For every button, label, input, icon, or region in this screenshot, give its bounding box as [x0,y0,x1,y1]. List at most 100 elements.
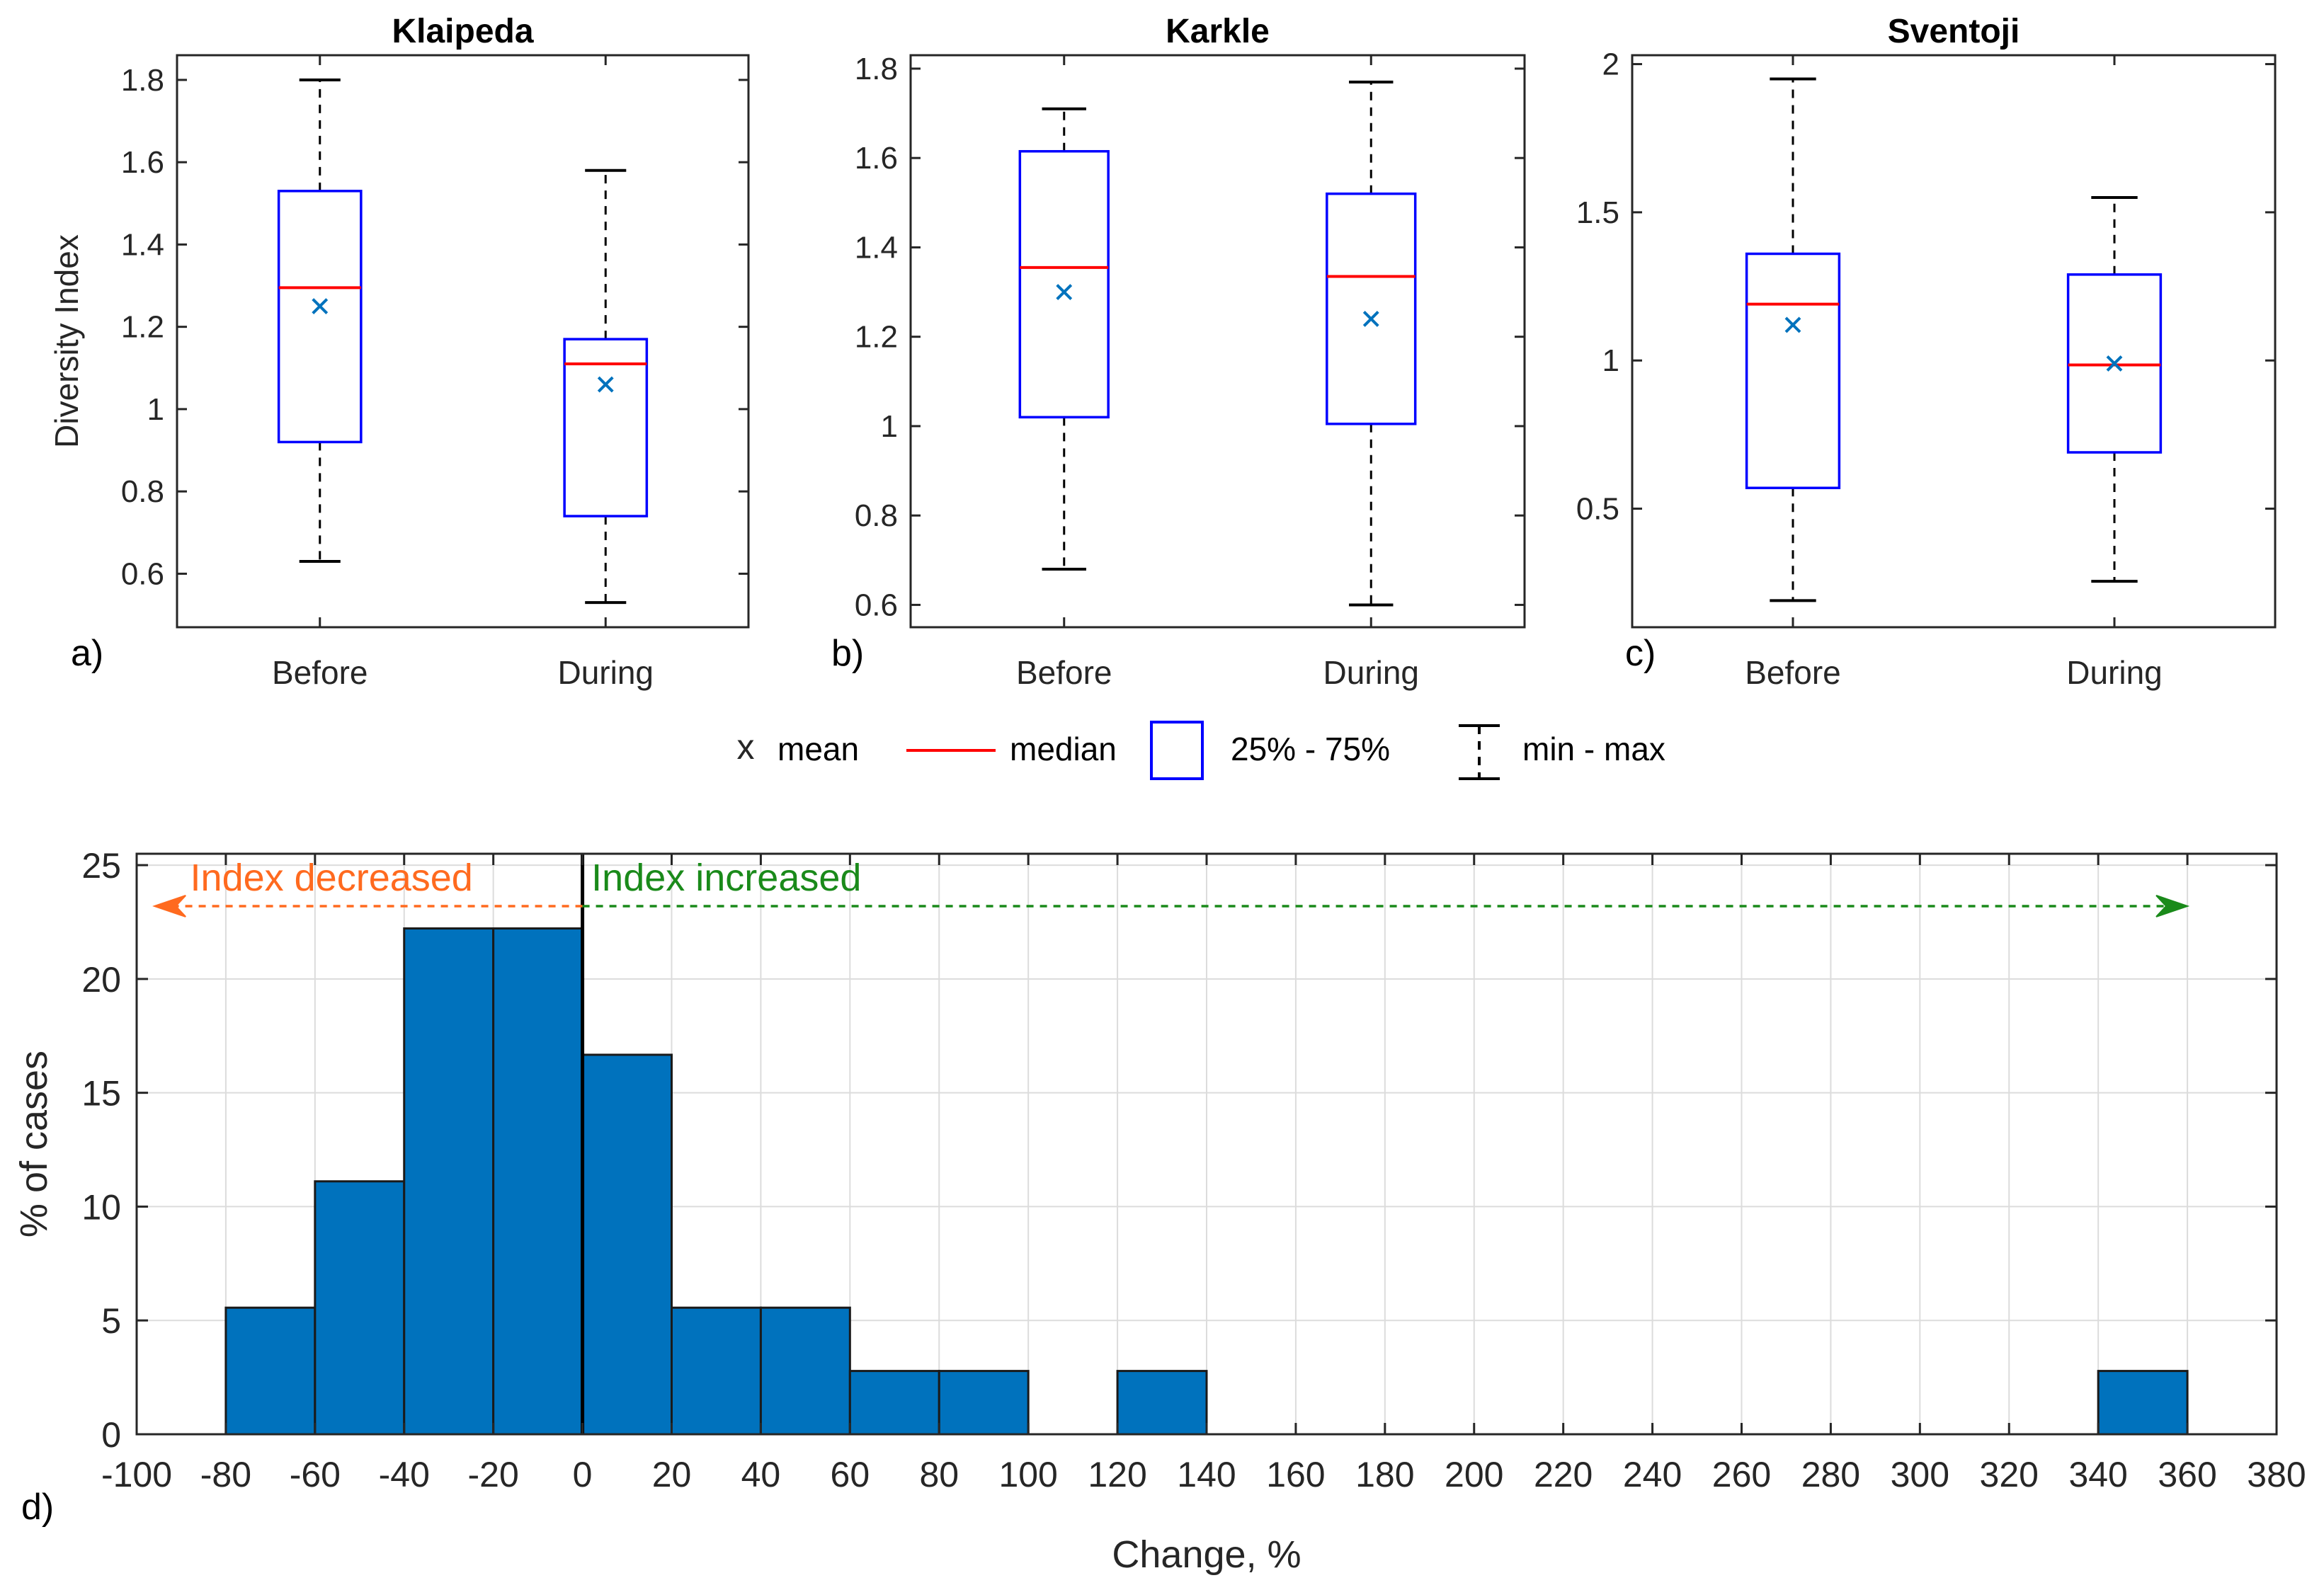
y-tick-label: 0.5 [1576,492,1619,527]
mean-marker [2106,355,2123,372]
y-tick-label: 0 [101,1415,121,1455]
y-tick-label: 1.2 [855,320,898,355]
x-tick-label: -100 [101,1455,172,1494]
y-tick-label: 10 [81,1187,121,1227]
annotation-arrow-head [152,895,186,917]
box-before [277,78,363,563]
legend-whisker-label: min - max [1522,731,1665,767]
iqr-box [277,190,363,444]
y-tick-label: 0.8 [855,498,898,533]
box-plot-panels: 0.6 0.8 1 1.2 1.4 1.6 1.8 Before During Klaipeda D… [48,13,2277,691]
x-tick-label: 380 [2247,1455,2306,1494]
x-tick-label: 200 [1445,1455,1503,1494]
legend: x mean median 25% - 75% min - max [737,721,1665,780]
annotation-arrow-head [2155,895,2190,917]
y-tick-label: 1 [1602,343,1619,378]
box-before [1018,107,1110,571]
x-tick-label: 340 [2068,1455,2127,1494]
x-tick-label: -80 [200,1455,251,1494]
annotation-text: Index increased [591,857,861,899]
mean-marker-stroke [2106,355,2123,372]
histogram-bar [1116,1370,1208,1436]
legend-mean-label: mean [777,731,859,767]
x-category-label: Before [1016,654,1112,691]
x-tick-label: 180 [1355,1455,1414,1494]
y-tick-label: 1 [147,392,164,427]
mean-marker-stroke [597,376,614,393]
box-during [563,168,649,605]
panel-title: Klaipeda [392,13,533,50]
box-panel-klaipeda: 0.6 0.8 1 1.2 1.4 1.6 1.8 Before During Klaipeda D… [48,13,750,691]
y-tick-label: 0.6 [855,588,898,622]
mean-marker [597,376,614,393]
panel-label: d) [21,1487,54,1528]
y-tick-label: 1.4 [855,230,898,265]
histogram-bar [224,1306,317,1436]
histogram-bar [314,1180,406,1436]
x-tick-label: 320 [1980,1455,2039,1494]
x-tick-label: 40 [741,1455,781,1494]
y-axis-label: % of cases [13,1051,55,1237]
mean-marker-stroke [312,298,329,315]
y-tick-label: 1.6 [121,145,164,180]
plot-area [909,54,1526,629]
x-tick-label: 280 [1801,1455,1860,1494]
x-tick-label: 80 [919,1455,959,1494]
histogram-bar [581,1053,673,1436]
y-tick-label: 1.2 [121,310,164,345]
x-tick-label: 260 [1712,1455,1771,1494]
x-tick-label: 240 [1623,1455,1682,1494]
x-tick-label: -40 [379,1455,430,1494]
histogram-bar [759,1306,851,1436]
x-tick-label: 120 [1088,1455,1146,1494]
panel-label: b) [831,633,864,674]
x-axis-label: Change, % [1112,1533,1301,1576]
x-tick-label: -20 [468,1455,519,1494]
y-tick-label: 0.6 [121,556,164,591]
x-tick-label: 160 [1266,1455,1325,1494]
y-tick-label: 1.8 [121,63,164,98]
x-tick-label: 60 [831,1455,870,1494]
y-tick-label: 20 [81,960,121,1000]
y-tick-label: 2 [1602,47,1619,82]
x-tick-label: 100 [998,1455,1057,1494]
histogram-bar [671,1306,762,1436]
y-tick-label: 15 [81,1074,121,1114]
panel-title: Sventoji [1888,13,2020,50]
iqr-box [563,338,649,517]
box-panel-sventoji: 0.5 1 1.5 2 Before During Sventoji c) [1576,13,2277,691]
x-tick-label: 360 [2158,1455,2216,1494]
x-category-label: During [557,654,654,691]
iqr-box [1018,149,1110,419]
x-tick-label: -60 [290,1455,341,1494]
panel-title: Karkle [1166,13,1270,50]
box-during [1326,80,1417,607]
y-tick-label: 5 [101,1301,121,1341]
legend-mean-marker: x [737,727,755,767]
x-category-label: Before [1745,654,1841,691]
histogram-bar [403,927,495,1436]
x-tick-label: 220 [1534,1455,1593,1494]
box-during [2066,195,2163,583]
iqr-box [2066,273,2163,454]
y-tick-label: 1.4 [121,227,164,262]
mean-marker-stroke [1784,316,1801,333]
legend-median-label: median [1010,731,1117,767]
panel-label: c) [1625,633,1656,674]
histogram-bar [492,927,584,1436]
mean-marker [312,298,329,315]
index-decreased-annotation: Index decreased [152,857,583,917]
y-tick-label: 1.5 [1576,195,1619,230]
histogram-panel: -100 -80 -60 -40 -20 0 20 40 60 80 100 120 140 160 180… [13,846,2306,1576]
plot-area [1631,54,2277,629]
y-axis-label: Diversity Index [48,234,85,448]
mean-marker-stroke [1056,284,1073,300]
y-tick-label: 1.8 [855,52,898,86]
legend-box-label: 25% - 75% [1231,731,1390,767]
y-tick-label: 0.8 [121,474,164,509]
iqr-box [1745,252,1841,489]
mean-marker-stroke [1362,311,1379,327]
x-tick-label: 300 [1891,1455,1949,1494]
y-tick-label: 1.6 [855,141,898,176]
mean-marker [1784,316,1801,333]
